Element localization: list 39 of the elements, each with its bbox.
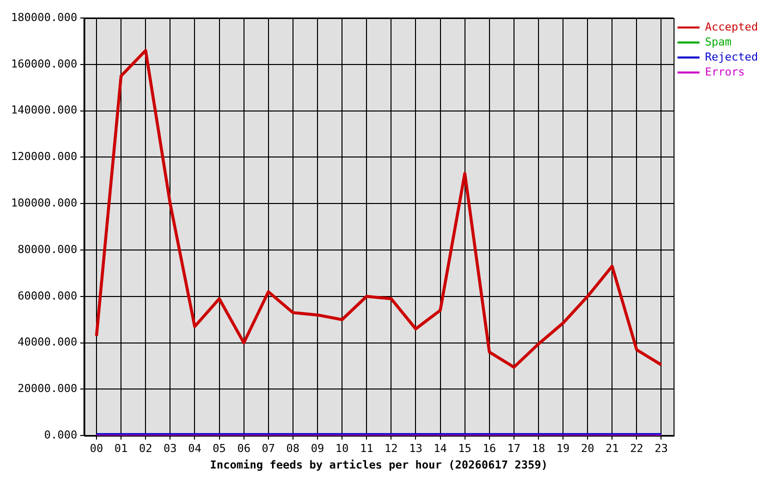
y-tick-label: 180000.000 xyxy=(10,10,78,24)
x-tick-label: 11 xyxy=(360,442,374,456)
x-tick-label: 12 xyxy=(384,442,398,456)
legend-label: Errors xyxy=(705,65,745,78)
x-tick-label: 23 xyxy=(654,442,668,456)
x-tick-label: 19 xyxy=(556,442,570,456)
x-tick-label: 18 xyxy=(532,442,546,456)
x-tick-label: 15 xyxy=(458,442,472,456)
x-tick-label: 03 xyxy=(164,442,177,456)
x-tick-label: 20 xyxy=(580,442,594,456)
x-tick-label: 17 xyxy=(507,442,521,456)
x-tick-label: 07 xyxy=(262,442,276,456)
y-tick-label: 40000.000 xyxy=(18,336,78,349)
legend-label: Accepted xyxy=(705,20,758,34)
y-tick-label: 100000.000 xyxy=(10,196,78,210)
x-tick-label: 02 xyxy=(138,442,152,456)
y-tick-label: 20000.000 xyxy=(18,382,78,396)
x-axis-title: Incoming feeds by articles per hour (20260617 2359) xyxy=(210,458,548,472)
y-tick-label: 0.000 xyxy=(44,428,78,442)
x-tick-label: 06 xyxy=(237,442,250,456)
legend-label: Spam xyxy=(705,35,732,48)
y-tick-label: 160000.000 xyxy=(10,57,78,70)
x-tick-label: 04 xyxy=(188,442,202,456)
x-tick-label: 05 xyxy=(212,442,226,456)
y-tick-label: 60000.000 xyxy=(18,289,78,302)
x-tick-label: 10 xyxy=(335,442,349,456)
x-tick-label: 16 xyxy=(482,442,496,456)
x-tick-label: 13 xyxy=(409,442,422,456)
y-tick-label: 80000.000 xyxy=(18,242,78,256)
x-tick-label: 21 xyxy=(606,442,619,456)
x-tick-label: 22 xyxy=(630,442,644,456)
x-tick-label: 00 xyxy=(90,442,104,456)
x-tick-label: 14 xyxy=(434,442,448,456)
x-tick-label: 01 xyxy=(114,442,128,456)
legend-label: Rejected xyxy=(705,50,758,64)
y-tick-label: 120000.000 xyxy=(10,150,78,164)
y-tick-label: 140000.000 xyxy=(10,104,78,117)
x-tick-label: 09 xyxy=(310,442,324,456)
x-tick-label: 08 xyxy=(286,442,300,456)
